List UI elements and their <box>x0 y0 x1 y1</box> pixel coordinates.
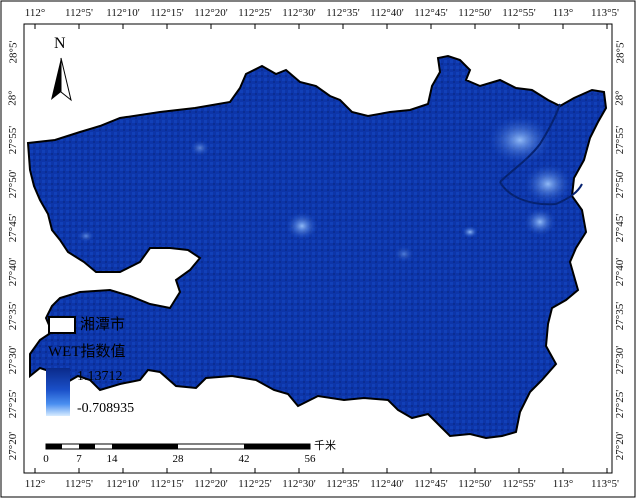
lon-tick-top: 112°40' <box>370 7 404 19</box>
legend-min-value: -0.708935 <box>77 401 135 416</box>
scale-label: 14 <box>106 453 118 465</box>
lon-tick-bottom: 112°40' <box>370 478 404 490</box>
lat-tick-right: 27°20' <box>614 431 627 461</box>
scale-unit: 千米 <box>314 440 336 452</box>
scale-label: 28 <box>172 453 184 465</box>
lon-tick-top: 112°20' <box>194 7 228 19</box>
color-ramp <box>46 368 70 416</box>
lon-tick-bottom: 113° <box>552 478 574 490</box>
north-label: N <box>54 35 66 52</box>
legend-max-value: 1.13712 <box>77 369 123 384</box>
lon-tick-bottom: 112°50' <box>458 478 492 490</box>
north-arrow-icon <box>51 57 72 102</box>
lon-tick-top: 112°35' <box>326 7 360 19</box>
lon-tick-top: 112°15' <box>150 7 184 19</box>
grid-ticks <box>34 24 608 473</box>
lon-tick-top: 112°10' <box>106 7 140 19</box>
lon-tick-top: 113° <box>552 7 574 19</box>
lon-tick-top: 112°50' <box>458 7 492 19</box>
boundary-legend-swatch <box>48 316 76 334</box>
lon-tick-bottom: 112°10' <box>106 478 140 490</box>
lon-tick-bottom: 112°45' <box>414 478 448 490</box>
scale-label: 7 <box>76 453 82 465</box>
lon-tick-bottom: 112°25' <box>238 478 272 490</box>
lon-tick-bottom: 112°30' <box>282 478 316 490</box>
lon-tick-bottom: 112° <box>24 478 46 490</box>
scale-label: 56 <box>304 453 316 465</box>
lon-tick-bottom: 112°55' <box>502 478 536 490</box>
xiangtan-boundary <box>26 54 608 440</box>
legend-title: WET指数值 <box>48 344 126 360</box>
lon-tick-bottom: 112°20' <box>194 478 228 490</box>
lon-tick-bottom: 112°35' <box>326 478 360 490</box>
lon-tick-bottom: 113°5' <box>591 478 619 490</box>
lon-tick-bottom: 112°15' <box>150 478 184 490</box>
lon-tick-top: 112°30' <box>282 7 316 19</box>
scale-bar <box>45 443 311 450</box>
lon-tick-top: 112°25' <box>238 7 272 19</box>
river <box>499 103 583 206</box>
lon-tick-top: 112°5' <box>65 7 93 19</box>
scale-label: 42 <box>238 453 250 465</box>
lon-tick-top: 112°45' <box>414 7 448 19</box>
lon-tick-top: 112°55' <box>502 7 536 19</box>
lon-tick-top: 112° <box>24 7 46 19</box>
lat-tick-left: 27°20' <box>7 431 20 461</box>
scale-label: 0 <box>43 453 49 465</box>
lon-tick-top: 113°5' <box>591 7 619 19</box>
lon-tick-bottom: 112°5' <box>65 478 93 490</box>
boundary-legend-label: 湘潭市 <box>80 317 126 333</box>
